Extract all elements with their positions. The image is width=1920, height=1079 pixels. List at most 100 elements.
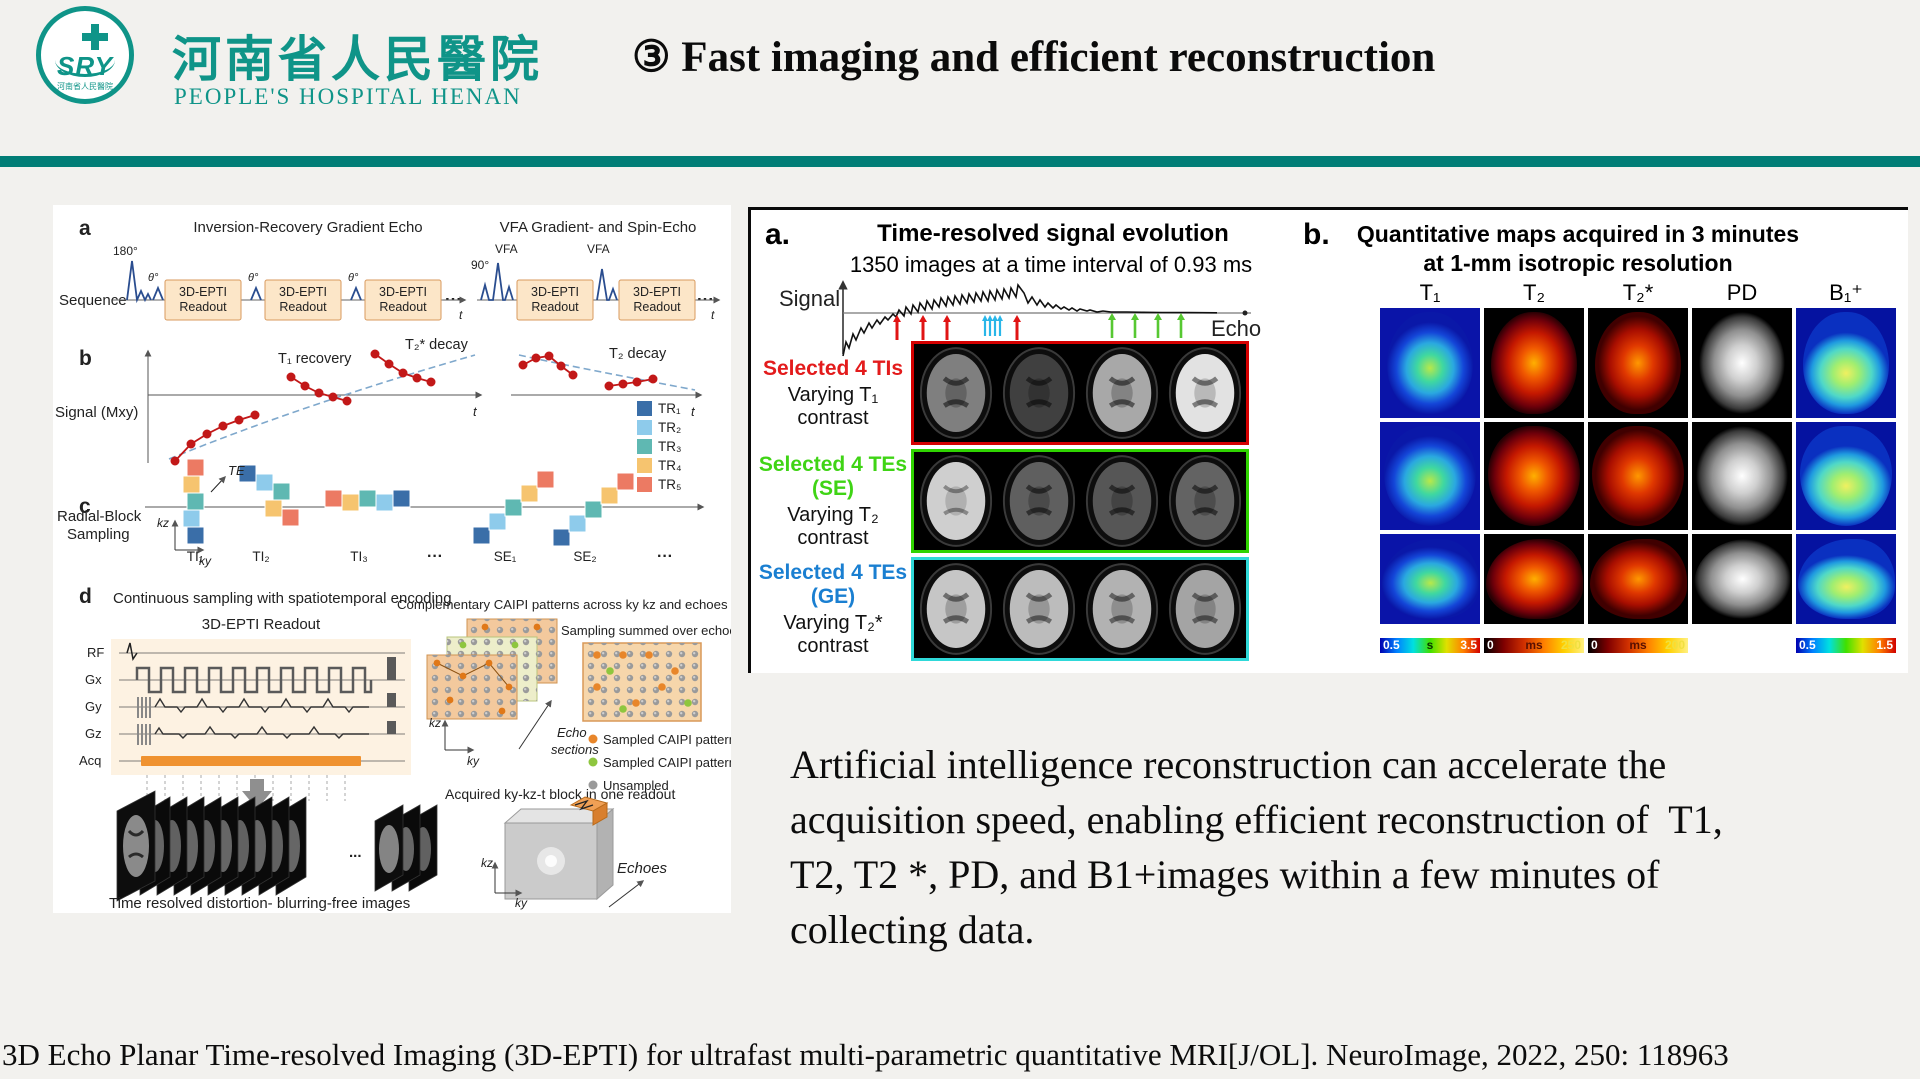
left-figure-svg: a Inversion-Recovery Gradient Echo VFA G… [55, 217, 747, 912]
brain-image [1002, 455, 1075, 547]
signal-evolution-plot: Signal Echo [779, 280, 1261, 357]
t1-recovery-label: T₁ recovery [278, 351, 352, 367]
map-t2-coronal [1484, 422, 1584, 530]
medical-cross-icon [82, 24, 108, 50]
panel-a-title-left: Inversion-Recovery Gradient Echo [193, 219, 422, 236]
signal-axis-label: Signal [779, 286, 840, 311]
svg-text:···: ··· [657, 548, 673, 565]
colorbar-pd-empty [1692, 638, 1792, 653]
svg-text:Sampled CAIPI pattern 2: Sampled CAIPI pattern 2 [603, 755, 731, 770]
svg-text:TR₅: TR₅ [658, 477, 681, 492]
svg-text:···: ··· [427, 548, 443, 565]
t2-decay-label: T₂ decay [609, 346, 667, 362]
map-column-headers: T₁ T₂ T₂* PD B₁⁺ [1380, 280, 1900, 306]
quantitative-map-grid [1380, 308, 1900, 624]
map-t1-axial [1380, 308, 1480, 418]
stack-caption: Time resolved distortion- blurring-free … [109, 895, 410, 912]
column-header-t1: T₁ [1419, 280, 1441, 305]
sequence-axis-label: Sequence [59, 292, 127, 309]
map-pd-sagittal [1692, 534, 1792, 624]
map-t1-coronal [1380, 422, 1480, 530]
summed-sampling-grid [582, 642, 702, 722]
brain-image [1168, 563, 1241, 655]
colorbars: 0.5 s 3.5 0 ms 250 0 ms 200 0.5 1.5 [1380, 638, 1900, 653]
brain-image [919, 455, 992, 547]
pulse-180-label: 180° [113, 244, 138, 258]
ky-label: ky [515, 896, 528, 910]
logo-acronym: SRY [57, 51, 113, 81]
svg-text:3D-EPTI: 3D-EPTI [531, 285, 579, 299]
colorbar-b1: 0.5 1.5 [1796, 638, 1896, 653]
vfa-label: VFA [495, 242, 518, 256]
svg-text:Gy: Gy [85, 699, 102, 714]
map-pd-coronal [1692, 422, 1792, 530]
vfa-label: VFA [587, 242, 610, 256]
map-t2-axial [1484, 308, 1584, 418]
svg-text:SE₁: SE₁ [494, 549, 517, 564]
theta-label: θ° [148, 272, 159, 284]
teal-divider [0, 156, 1920, 167]
svg-text:TR₃: TR₃ [658, 439, 682, 454]
te-ge-selection-arrows [1108, 313, 1185, 338]
acquired-block-title: Acquired ky-kz-t block in one readout [445, 786, 675, 802]
readout-box: 3D-EPTI Readout [264, 279, 342, 321]
t2star-decay-label: T₂* decay [405, 337, 469, 353]
brain-image [1085, 563, 1158, 655]
column-header-pd: PD [1726, 280, 1758, 305]
svg-text:SE₂: SE₂ [573, 549, 596, 564]
svg-text:3D-EPTI: 3D-EPTI [179, 285, 227, 299]
tr-legend: TR₁ TR₂ TR₃ TR₄ TR₅ [637, 401, 682, 492]
echoes-label: Echoes [617, 860, 668, 877]
brain-image [1002, 347, 1075, 439]
panel-a-label: a. [765, 218, 791, 251]
map-t2star-sagittal [1588, 534, 1688, 624]
colorbar-t2: 0 ms 250 [1484, 638, 1584, 653]
ky-label: ky [199, 554, 212, 568]
svg-text:TI₂: TI₂ [252, 549, 269, 564]
brain-image [919, 347, 992, 439]
radial-block-label: Radial-Block [57, 508, 142, 525]
citation: 3D Echo Planar Time-resolved Imaging (3D… [2, 1037, 1729, 1072]
brain-slice-stack [116, 790, 307, 902]
row-label-tes-ge: Selected 4 TEs (GE) Varying T₂* contrast [758, 560, 908, 657]
map-t2-sagittal [1484, 534, 1584, 624]
theta-label: θ° [348, 272, 359, 284]
ky-label: ky [467, 754, 480, 768]
panel-a-title-right: VFA Gradient- and Spin-Echo [500, 219, 697, 236]
panel-d-continuous-sampling: d Continuous sampling with spatiotempora… [79, 585, 747, 912]
svg-text:RF: RF [87, 645, 104, 660]
te-se-selection-arrows [982, 315, 1003, 336]
map-t1-sagittal [1380, 534, 1480, 624]
left-figure-3depti-diagram: a Inversion-Recovery Gradient Echo VFA G… [53, 205, 747, 913]
acq-bar [141, 756, 361, 766]
readout-box: 3D-EPTI Readout [164, 279, 242, 321]
map-t2star-axial [1588, 308, 1688, 418]
ti-selection-arrows [893, 315, 1021, 340]
svg-text:Readout: Readout [179, 300, 227, 314]
column-header-b1: B₁⁺ [1829, 280, 1863, 305]
brain-image [1168, 347, 1241, 439]
brain-row-t1-contrast [911, 341, 1249, 445]
right-figure-epti-results: a. Time-resolved signal evolution 1350 i… [748, 207, 1908, 673]
t-label: t [459, 308, 463, 322]
sampled-signal-points [518, 351, 658, 391]
t-label: t [711, 308, 715, 322]
colorbar-t1: 0.5 s 3.5 [1380, 638, 1480, 653]
svg-text:Unsampled: Unsampled [603, 778, 669, 793]
down-arrow-icon [242, 779, 272, 809]
readout-box: 3D-EPTI Readout [364, 279, 442, 321]
theta-label: θ° [248, 272, 259, 284]
panel-b-label: b [79, 347, 92, 370]
echo-axis-label: Echo [1211, 316, 1261, 341]
caipi-legend: Sampled CAIPI pattern 1 Sampled CAIPI pa… [588, 732, 747, 793]
gradient-row-labels: RF Gx Gy Gz Acq [79, 645, 104, 768]
kspace-blocks [182, 458, 635, 547]
svg-text:3D-EPTI: 3D-EPTI [379, 285, 427, 299]
panel-a-subtitle: 1350 images at a time interval of 0.93 m… [849, 252, 1253, 277]
readout-box: 3D-EPTI Readout [516, 279, 594, 321]
svg-text:Sampled CAIPI pattern 1: Sampled CAIPI pattern 1 [603, 732, 731, 747]
readout-connector-lines [146, 775, 346, 801]
svg-text:TI₃: TI₃ [350, 549, 368, 564]
hospital-name-en: PEOPLE'S HOSPITAL HENAN [174, 84, 522, 109]
